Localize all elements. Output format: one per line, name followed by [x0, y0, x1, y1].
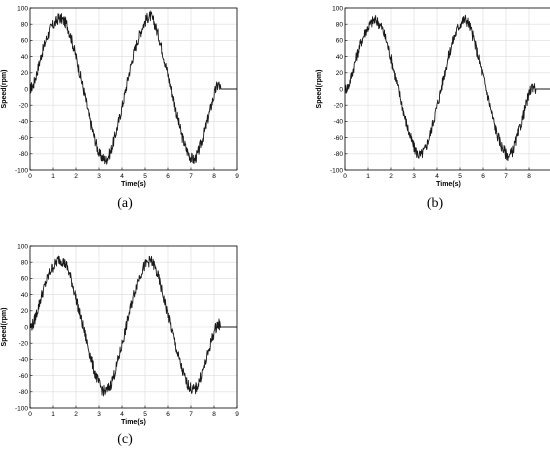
- x-tick-label: 2: [74, 411, 78, 418]
- y-tick-label: -60: [19, 135, 29, 142]
- y-tick-label: 80: [21, 22, 29, 29]
- y-tick-label: 40: [336, 54, 344, 61]
- x-tick-label: 3: [97, 173, 101, 180]
- y-tick-label: -80: [19, 389, 29, 396]
- y-tick-label: 20: [21, 308, 29, 315]
- y-tick-label: -60: [19, 373, 29, 380]
- x-tick-label: 8: [212, 411, 216, 418]
- y-tick-label: -60: [334, 135, 344, 142]
- y-tick-label: -100: [15, 405, 28, 412]
- y-tick-label: -40: [19, 119, 29, 126]
- y-tick-label: -20: [19, 103, 29, 110]
- y-tick-label: -100: [15, 167, 28, 174]
- x-tick-label: 8: [212, 173, 216, 180]
- x-tick-label: 7: [189, 173, 193, 180]
- series-line: [29, 255, 237, 397]
- y-tick-label: 100: [17, 5, 28, 12]
- series-line: [344, 14, 550, 162]
- caption-a: (a): [117, 196, 133, 211]
- x-tick-label: 0: [28, 411, 32, 418]
- y-tick-label: 100: [332, 5, 343, 12]
- x-tick-label: 4: [120, 411, 124, 418]
- series-line: [29, 10, 237, 165]
- x-tick-label: 1: [51, 173, 55, 180]
- y-tick-label: 20: [21, 70, 29, 77]
- chart-b: 0123456789-100-80-60-40-20020406080100Ti…: [316, 5, 550, 188]
- y-axis-label: Speed(rpm): [1, 308, 8, 347]
- caption-c: (c): [117, 432, 133, 447]
- y-tick-label: -40: [19, 357, 29, 364]
- y-tick-label: 60: [336, 38, 344, 45]
- x-tick-label: 6: [166, 411, 170, 418]
- x-tick-label: 7: [504, 173, 508, 180]
- x-tick-label: 9: [235, 411, 239, 418]
- x-tick-label: 0: [343, 173, 347, 180]
- x-tick-label: 3: [97, 411, 101, 418]
- caption-b: (b): [426, 196, 444, 211]
- x-tick-label: 5: [458, 173, 462, 180]
- y-tick-label: 40: [21, 54, 29, 61]
- x-tick-label: 6: [166, 173, 170, 180]
- x-tick-label: 2: [74, 173, 78, 180]
- x-tick-label: 4: [120, 173, 124, 180]
- x-tick-label: 3: [412, 173, 416, 180]
- x-tick-label: 9: [235, 173, 239, 180]
- x-tick-label: 7: [189, 411, 193, 418]
- y-axis-label: Speed(rpm): [1, 70, 8, 109]
- x-tick-label: 1: [51, 411, 55, 418]
- y-tick-label: -20: [19, 341, 29, 348]
- y-tick-label: 0: [24, 86, 28, 93]
- x-tick-label: 2: [389, 173, 393, 180]
- y-tick-label: 100: [17, 243, 28, 250]
- y-tick-label: 80: [21, 260, 29, 267]
- chart-c: 0 1 2 3 4 5 6 7 8 9 -100 -80 -60 -40 -20 0 20 40 60 80 100 Ti…: [1, 243, 239, 426]
- x-axis-label: Time(s): [121, 181, 146, 188]
- y-tick-label: 80: [336, 22, 344, 29]
- y-tick-label: 0: [24, 324, 28, 331]
- x-tick-label: 5: [143, 173, 147, 180]
- x-tick-label: 5: [143, 411, 147, 418]
- chart-a: 0 1 2 3 4 5 6 7 8 9 -100 -80 -60 -40 -20 0 20 40 60 80 100 Ti…: [1, 5, 239, 188]
- chart-panel-a: 0 1 2 3 4 5 6 7 8 9 -100 -80 -60 -40 -20 0 20 40 60 80 100 Ti…: [0, 0, 240, 200]
- y-tick-label: -80: [19, 151, 29, 158]
- y-tick-label: 0: [339, 86, 343, 93]
- y-tick-label: 40: [21, 292, 29, 299]
- x-axis-label: Time(s): [121, 419, 146, 426]
- x-tick-label: 6: [481, 173, 485, 180]
- y-tick-label: 60: [21, 38, 29, 45]
- x-tick-label: 1: [366, 173, 370, 180]
- y-tick-label: -40: [334, 119, 344, 126]
- y-tick-label: 20: [336, 70, 344, 77]
- x-tick-label: 4: [435, 173, 439, 180]
- chart-panel-c: 0 1 2 3 4 5 6 7 8 9 -100 -80 -60 -40 -20 0 20 40 60 80 100 Ti…: [0, 238, 240, 438]
- y-tick-label: -100: [330, 167, 343, 174]
- y-tick-label: -20: [334, 103, 344, 110]
- x-tick-label: 0: [28, 173, 32, 180]
- x-tick-label: 8: [527, 173, 531, 180]
- y-tick-label: -80: [334, 151, 344, 158]
- y-axis-label: Speed(rpm): [316, 70, 323, 109]
- chart-panel-b: 0123456789-100-80-60-40-20020406080100Ti…: [315, 0, 550, 200]
- y-tick-label: 60: [21, 276, 29, 283]
- x-axis-label: Time(s): [436, 181, 461, 188]
